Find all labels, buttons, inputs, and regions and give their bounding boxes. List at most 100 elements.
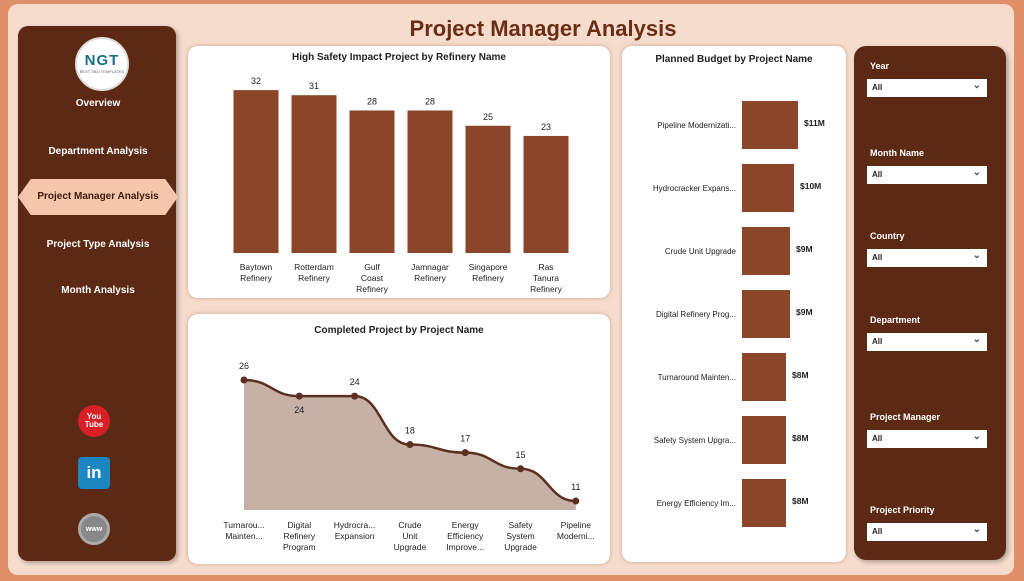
filter-label: Year xyxy=(870,61,890,71)
y-tick-label: Digital Refinery Prog... xyxy=(656,310,736,319)
nav-month-analysis[interactable]: Month Analysis xyxy=(61,285,135,296)
x-tick-label: Ras Tanura Refinery xyxy=(530,262,562,294)
chevron-down-icon: ⌄ xyxy=(972,167,981,178)
filter-dropdown-project-manager[interactable]: All ⌄ xyxy=(867,430,987,448)
data-label: 24 xyxy=(294,405,304,415)
safety-impact-bar-chart: High Safety Impact Project by Refinery N… xyxy=(188,46,610,298)
data-label: $9M xyxy=(796,244,813,254)
x-tick-label: Safety System Upgrade xyxy=(504,520,537,552)
bar xyxy=(523,135,569,253)
chevron-down-icon: ⌄ xyxy=(972,334,981,345)
bar xyxy=(742,101,798,149)
data-label: $9M xyxy=(796,307,813,317)
data-point xyxy=(240,376,248,384)
bar xyxy=(291,95,337,254)
sidebar: NGT BEST XBO TEMPLATES xyxy=(18,26,176,561)
chevron-down-icon: ⌄ xyxy=(972,250,981,261)
chart-title: High Safety Impact Project by Refinery N… xyxy=(292,52,506,63)
y-tick-label: Safety System Upgra... xyxy=(654,436,736,445)
dropdown-value: All xyxy=(872,170,883,179)
chevron-down-icon: ⌄ xyxy=(972,431,981,442)
bar xyxy=(742,479,786,527)
filter-label: Project Manager xyxy=(870,412,941,422)
y-tick-label: Turnaround Mainten... xyxy=(658,373,736,382)
data-label: 28 xyxy=(425,96,435,106)
x-tick-label: Pipeline Moderni... xyxy=(557,520,595,541)
dropdown-value: All xyxy=(872,253,883,262)
filter-dropdown-month-name[interactable]: All ⌄ xyxy=(867,166,987,184)
x-tick-label: Energy Efficiency Improve... xyxy=(446,520,484,552)
bar xyxy=(407,110,453,253)
logo: NGT BEST XBO TEMPLATES xyxy=(75,37,129,91)
data-label: $10M xyxy=(800,181,821,191)
data-label: 28 xyxy=(367,96,377,106)
bar xyxy=(233,90,279,253)
data-label: $8M xyxy=(792,433,809,443)
data-label: 24 xyxy=(350,377,360,387)
data-label: 26 xyxy=(239,361,249,371)
planned-budget-bar-chart: Planned Budget by Project Name Pipeline … xyxy=(622,46,846,562)
x-tick-label: Hydrocra... Expansion xyxy=(334,520,376,541)
x-tick-label: Singapore Refinery xyxy=(469,262,508,283)
website-globe-icon[interactable]: www xyxy=(78,513,110,545)
data-point xyxy=(572,497,580,505)
bar xyxy=(742,353,786,401)
chart-title: Planned Budget by Project Name xyxy=(655,54,813,65)
x-tick-label: Jamnagar Refinery xyxy=(411,262,449,283)
nav-project-type-analysis[interactable]: Project Type Analysis xyxy=(46,239,150,250)
data-point xyxy=(351,392,359,400)
data-point xyxy=(517,465,524,473)
dropdown-value: All xyxy=(872,83,883,92)
bar xyxy=(742,227,790,275)
nav-overview[interactable]: Overview xyxy=(75,98,121,109)
filter-label: Project Priority xyxy=(870,505,935,515)
data-label: $11M xyxy=(804,118,825,128)
x-tick-label: Baytown Refinery xyxy=(240,262,273,283)
y-tick-label: Energy Efficiency Im... xyxy=(657,499,736,508)
bar xyxy=(349,110,395,253)
bar xyxy=(742,164,794,212)
y-tick-label: Crude Unit Upgrade xyxy=(665,247,737,256)
dropdown-value: All xyxy=(872,527,883,536)
filter-panel: Year All ⌄ Month Name All ⌄ Country All ⌄ Departm… xyxy=(854,46,1006,560)
x-tick-label: Crude Unit Upgrade xyxy=(394,520,427,552)
dropdown-value: All xyxy=(872,434,883,443)
filter-label: Country xyxy=(870,231,905,241)
filter-dropdown-project-priority[interactable]: All ⌄ xyxy=(867,523,987,541)
data-label: 11 xyxy=(571,482,580,492)
y-tick-label: Hydrocracker Expans... xyxy=(653,184,736,193)
bar xyxy=(465,125,511,253)
filter-dropdown-year[interactable]: All ⌄ xyxy=(867,79,987,97)
x-tick-label: Digital Refinery Program xyxy=(283,520,316,552)
youtube-icon[interactable]: You Tube xyxy=(78,405,110,437)
filter-label: Department xyxy=(870,315,921,325)
chart-title: Completed Project by Project Name xyxy=(314,325,484,336)
data-label: 23 xyxy=(541,122,551,132)
data-point xyxy=(406,441,414,449)
nav-department-analysis[interactable]: Department Analysis xyxy=(48,146,148,157)
data-point xyxy=(461,449,469,457)
chevron-down-icon: ⌄ xyxy=(972,80,981,91)
data-label: 25 xyxy=(483,112,493,122)
y-tick-label: Pipeline Modernizati... xyxy=(657,121,736,130)
data-label: 17 xyxy=(460,434,470,444)
data-point xyxy=(295,392,303,400)
page-title: Project Manager Analysis xyxy=(409,16,677,41)
data-label: 32 xyxy=(251,76,261,86)
data-label: 18 xyxy=(405,426,415,436)
data-label: 31 xyxy=(309,81,319,91)
x-tick-label: Rotterdam Refinery xyxy=(294,262,334,283)
bar xyxy=(742,416,786,464)
completed-project-area-chart: Completed Project by Project Name 26 Turn… xyxy=(188,314,610,564)
filter-label: Month Name xyxy=(870,148,924,158)
x-tick-label: Turnarou... Mainten... xyxy=(223,520,264,541)
filter-dropdown-country[interactable]: All ⌄ xyxy=(867,249,987,267)
data-label: 15 xyxy=(515,450,525,460)
linkedin-icon[interactable]: in xyxy=(78,457,110,489)
nav-project-manager-analysis[interactable]: Project Manager Analysis xyxy=(18,179,178,215)
bar xyxy=(742,290,790,338)
dropdown-value: All xyxy=(872,337,883,346)
chevron-down-icon: ⌄ xyxy=(972,524,981,535)
data-label: $8M xyxy=(792,496,809,506)
filter-dropdown-department[interactable]: All ⌄ xyxy=(867,333,987,351)
